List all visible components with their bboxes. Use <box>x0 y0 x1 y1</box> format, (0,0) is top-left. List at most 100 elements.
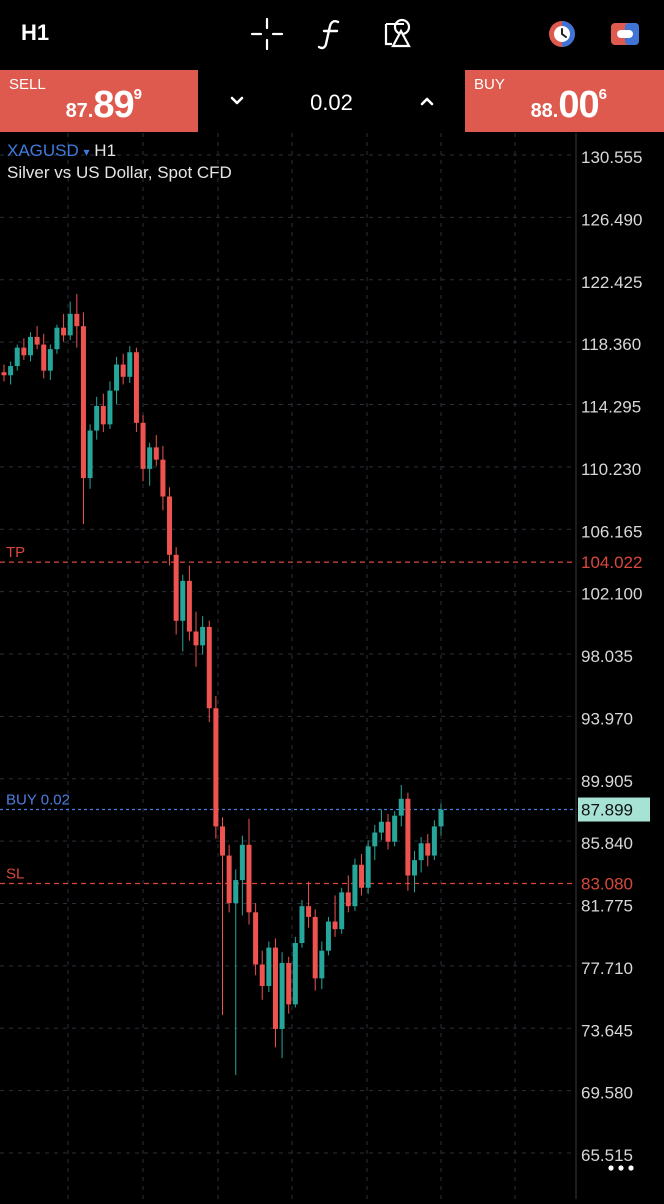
candle-body <box>279 962 285 1029</box>
sl-price: 83.080 <box>581 874 633 893</box>
candle-body <box>319 950 325 979</box>
price-axis-label: 106.165 <box>581 522 642 541</box>
candle-body <box>1 372 7 376</box>
crosshair-icon[interactable] <box>247 14 287 54</box>
chart-symbol-header[interactable]: XAGUSD ▾ H1 <box>7 141 116 161</box>
candle-body <box>359 864 365 888</box>
candle-body <box>425 843 431 856</box>
candle-body <box>114 364 120 391</box>
sell-label: SELL <box>9 76 46 93</box>
toggle-icon[interactable] <box>605 14 645 54</box>
top-toolbar: H1 <box>0 0 664 68</box>
candle-body <box>412 860 418 876</box>
candle-body <box>41 344 47 371</box>
candle-body <box>200 626 206 646</box>
candle-body <box>392 815 398 842</box>
candle-body <box>147 447 153 469</box>
price-axis-label: 126.490 <box>581 210 642 229</box>
candle-body <box>226 855 232 904</box>
chart-timeframe: H1 <box>94 141 117 160</box>
symbol-name[interactable]: XAGUSD <box>7 141 79 160</box>
candle-body <box>167 496 173 555</box>
candle-body <box>133 352 139 423</box>
candle-body <box>418 843 424 861</box>
symbol-dropdown-icon[interactable]: ▾ <box>83 145 90 159</box>
candle-body <box>8 366 14 376</box>
volume-increase-button[interactable] <box>412 86 442 116</box>
bid-price: 87.899 <box>581 801 633 820</box>
candle-body <box>286 962 292 1005</box>
candle-body <box>140 422 146 469</box>
price-axis-label: 69.580 <box>581 1084 633 1103</box>
candle-body <box>173 554 179 621</box>
candle-body <box>47 349 53 371</box>
candle-body <box>100 405 106 425</box>
sl-label: SL <box>6 865 24 882</box>
objects-icon[interactable] <box>376 14 416 54</box>
candle-body <box>220 826 225 856</box>
bid-tag <box>578 797 650 822</box>
price-axis-label: 130.555 <box>581 148 642 167</box>
price-axis-label: 73.645 <box>581 1021 633 1040</box>
candle-body <box>67 313 73 336</box>
candle-body <box>206 626 212 709</box>
candle-body <box>405 798 411 876</box>
candle-body <box>74 313 80 327</box>
candle-body <box>213 708 219 827</box>
candle-body <box>253 912 259 965</box>
candle-body <box>332 921 338 930</box>
candle-body <box>385 821 391 842</box>
candle-body <box>27 336 33 356</box>
chevron-down-icon <box>230 96 244 105</box>
price-axis-label: 85.840 <box>581 834 633 853</box>
price-axis-label: 89.905 <box>581 772 633 791</box>
candle-body <box>14 347 20 367</box>
candle-body <box>233 880 239 904</box>
candle-body <box>312 916 318 979</box>
candle-body <box>193 631 199 646</box>
candle-body <box>259 964 265 986</box>
candle-body <box>339 892 345 930</box>
more-options-icon[interactable] <box>604 1158 640 1178</box>
price-axis-label: 81.775 <box>581 897 633 916</box>
candle-body <box>21 347 27 356</box>
candlestick-chart[interactable]: 130.555 126.490 122.425 118.360 114.295 110.2… <box>0 133 664 1199</box>
timeframe-button[interactable]: H1 <box>21 20 50 45</box>
price-axis-label: 93.970 <box>581 709 633 728</box>
candle-body <box>80 326 86 479</box>
price-axis-label: 114.295 <box>581 398 641 417</box>
candle-body <box>160 459 166 497</box>
volume-value[interactable]: 0.02 <box>310 90 353 115</box>
tp-label: TP <box>6 544 25 561</box>
candle-body <box>345 892 351 907</box>
candle-body <box>272 947 278 1029</box>
tp-price: 104.022 <box>581 553 642 572</box>
buy-button[interactable]: BUY 88.006 <box>465 70 664 132</box>
candle-body <box>87 430 93 479</box>
candle-body <box>365 846 371 888</box>
chevron-up-icon <box>420 97 434 106</box>
candle-body <box>352 864 358 907</box>
candle-body <box>292 943 298 1005</box>
symbol-description: Silver vs US Dollar, Spot CFD <box>7 163 232 182</box>
candle-body <box>431 826 437 856</box>
candle-body <box>378 821 384 833</box>
candle-body <box>94 405 100 431</box>
candle-body <box>107 390 113 425</box>
candle-body <box>120 364 126 377</box>
candle-body <box>372 832 378 847</box>
candle-body <box>299 906 305 944</box>
sell-button[interactable]: SELL 87.899 <box>0 70 198 132</box>
clock-icon[interactable] <box>542 14 582 54</box>
price-axis-label: 122.425 <box>581 273 642 292</box>
candle-body <box>438 809 444 827</box>
chart-area[interactable]: 130.555 126.490 122.425 118.360 114.295 110.2… <box>0 133 664 1199</box>
candle-body <box>246 844 252 913</box>
candle-body <box>54 327 60 350</box>
candle-body <box>398 798 404 816</box>
function-icon[interactable] <box>311 14 351 54</box>
volume-control: 0.02 <box>200 70 463 132</box>
volume-decrease-button[interactable] <box>222 86 252 116</box>
candle-body <box>186 580 192 632</box>
buy-label: BUY <box>474 76 505 93</box>
